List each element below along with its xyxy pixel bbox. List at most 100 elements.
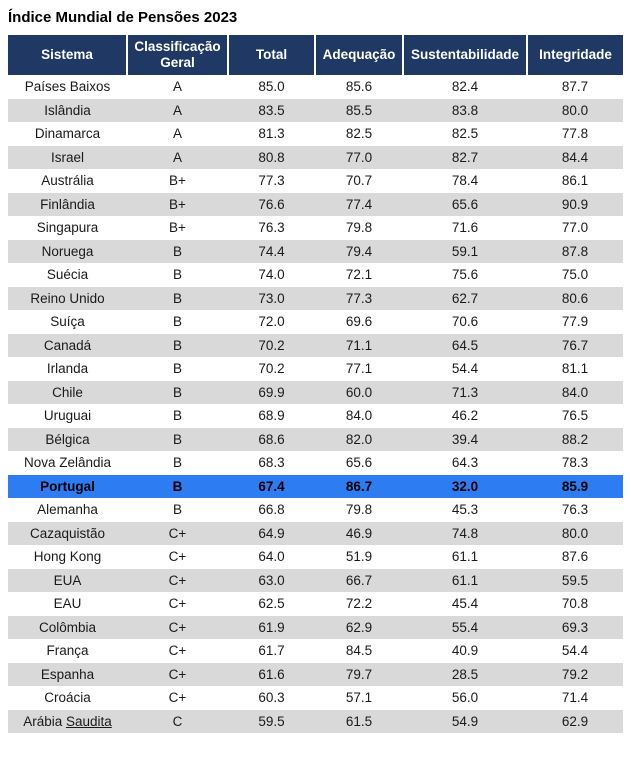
cell-classificacao: A <box>127 145 228 169</box>
cell-total: 76.6 <box>228 192 315 216</box>
cell-classificacao: C+ <box>127 615 228 639</box>
cell-classificacao: C <box>127 709 228 733</box>
table-row: Colômbia C+ 61.9 62.9 55.4 69.3 <box>8 615 623 639</box>
table-row: Portugal B 67.4 86.7 32.0 85.9 <box>8 474 623 498</box>
cell-classificacao: B <box>172 267 182 283</box>
cell-integridade: 76.5 <box>561 408 589 424</box>
cell-total: 61.6 <box>228 662 315 686</box>
cell-integridade: 90.9 <box>527 192 623 216</box>
cell-classificacao: B <box>172 314 182 330</box>
cell-integridade: 87.8 <box>527 239 623 263</box>
cell-integridade: 86.1 <box>561 173 589 189</box>
cell-integridade: 77.0 <box>561 220 589 236</box>
cell-classificacao: B <box>127 380 228 404</box>
cell-sustentabilidade: 71.3 <box>403 380 527 404</box>
table-row: Islândia A 83.5 85.5 83.8 80.0 <box>8 98 623 122</box>
cell-integridade: 87.6 <box>561 549 589 565</box>
cell-sistema: Colômbia <box>8 615 127 639</box>
cell-classificacao: B+ <box>127 192 228 216</box>
cell-sustentabilidade: 61.1 <box>403 568 527 592</box>
cell-classificacao: C+ <box>168 549 187 565</box>
pension-index-table: Sistema Classificação Geral Total Adequa… <box>8 35 623 733</box>
cell-classificacao: B <box>127 286 228 310</box>
cell-sustentabilidade: 39.4 <box>403 427 527 451</box>
cell-adequacao: 51.9 <box>345 549 373 565</box>
cell-total: 72.0 <box>258 314 285 330</box>
cell-adequacao: 62.9 <box>315 615 403 639</box>
cell-classificacao: C+ <box>127 568 228 592</box>
cell-sustentabilidade: 71.6 <box>451 220 479 236</box>
cell-sistema: França <box>46 643 89 659</box>
cell-classificacao: B <box>172 361 182 377</box>
table-header-row: Sistema Classificação Geral Total Adequa… <box>8 35 623 75</box>
cell-sistema: Suécia <box>46 267 89 283</box>
cell-integridade: 77.8 <box>561 126 589 142</box>
cell-total: 74.0 <box>258 267 285 283</box>
cell-sistema: Irlanda <box>46 361 89 377</box>
table-row: Israel A 80.8 77.0 82.7 84.4 <box>8 145 623 169</box>
cell-sistema: Canadá <box>8 333 127 357</box>
cell-sistema: Reino Unido <box>8 286 127 310</box>
cell-total: 62.5 <box>258 596 285 612</box>
table-row: Espanha C+ 61.6 79.7 28.5 79.2 <box>8 662 623 686</box>
column-header-sistema: Sistema <box>8 35 127 75</box>
page-title: Índice Mundial de Pensões 2023 <box>8 9 238 26</box>
cell-total: 70.2 <box>258 361 285 377</box>
cell-sistema: Espanha <box>8 662 127 686</box>
cell-classificacao: A <box>172 79 182 95</box>
cell-sustentabilidade: 32.0 <box>403 474 527 498</box>
cell-sistema: Países Baixos <box>24 79 111 95</box>
cell-sustentabilidade: 64.3 <box>451 455 479 471</box>
cell-adequacao: 77.3 <box>315 286 403 310</box>
cell-total: 61.7 <box>258 643 285 659</box>
cell-integridade: 70.8 <box>561 596 589 612</box>
cell-sistema: Chile <box>8 380 127 404</box>
cell-adequacao: 71.1 <box>315 333 403 357</box>
table-row: Dinamarca A 81.3 82.5 82.5 77.8 <box>8 122 623 146</box>
cell-adequacao: 61.5 <box>315 709 403 733</box>
cell-adequacao: 72.1 <box>345 267 373 283</box>
cell-total: 60.3 <box>258 690 285 706</box>
cell-adequacao: 77.0 <box>315 145 403 169</box>
cell-total: 59.5 <box>228 709 315 733</box>
cell-sustentabilidade: 83.8 <box>403 98 527 122</box>
cell-total: 66.8 <box>258 502 285 518</box>
cell-classificacao: C+ <box>127 521 228 545</box>
cell-total: 85.0 <box>258 79 285 95</box>
cell-integridade: 81.1 <box>561 361 589 377</box>
cell-integridade: 87.7 <box>561 79 589 95</box>
cell-sustentabilidade: 82.4 <box>451 79 479 95</box>
cell-sustentabilidade: 78.4 <box>451 173 479 189</box>
cell-sistema: Bélgica <box>8 427 127 451</box>
cell-adequacao: 85.6 <box>345 79 373 95</box>
cell-adequacao: 79.4 <box>315 239 403 263</box>
cell-sistema: Hong Kong <box>33 549 102 565</box>
cell-sistema: Noruega <box>8 239 127 263</box>
cell-sustentabilidade: 82.7 <box>403 145 527 169</box>
table-row: Irlanda B 70.2 77.1 54.4 81.1 <box>8 357 623 381</box>
cell-sistema: Singapura <box>36 220 99 236</box>
cell-integridade: 76.3 <box>561 502 589 518</box>
cell-adequacao: 46.9 <box>315 521 403 545</box>
table-row: Uruguai B 68.9 84.0 46.2 76.5 <box>8 404 623 428</box>
cell-integridade: 76.7 <box>527 333 623 357</box>
cell-integridade: 84.0 <box>527 380 623 404</box>
cell-classificacao: A <box>172 126 182 142</box>
cell-sustentabilidade: 45.3 <box>451 502 479 518</box>
table-row: Suíça B 72.0 69.6 70.6 77.9 <box>8 310 623 334</box>
table-row: Cazaquistão C+ 64.9 46.9 74.8 80.0 <box>8 521 623 545</box>
cell-sustentabilidade: 40.9 <box>451 643 479 659</box>
cell-adequacao: 77.1 <box>345 361 373 377</box>
cell-integridade: 71.4 <box>561 690 589 706</box>
table-row: Hong Kong C+ 64.0 51.9 61.1 87.6 <box>8 545 623 569</box>
table-row: EUA C+ 63.0 66.7 61.1 59.5 <box>8 568 623 592</box>
cell-adequacao: 79.8 <box>345 220 373 236</box>
table-row: Suécia B 74.0 72.1 75.6 75.0 <box>8 263 623 287</box>
table-row: Alemanha B 66.8 79.8 45.3 76.3 <box>8 498 623 522</box>
cell-sistema: Alemanha <box>37 502 98 518</box>
cell-sustentabilidade: 61.1 <box>451 549 479 565</box>
cell-total: 68.6 <box>228 427 315 451</box>
underlined-text: Saudita <box>65 713 112 729</box>
cell-sustentabilidade: 59.1 <box>403 239 527 263</box>
column-header-total: Total <box>227 35 315 75</box>
